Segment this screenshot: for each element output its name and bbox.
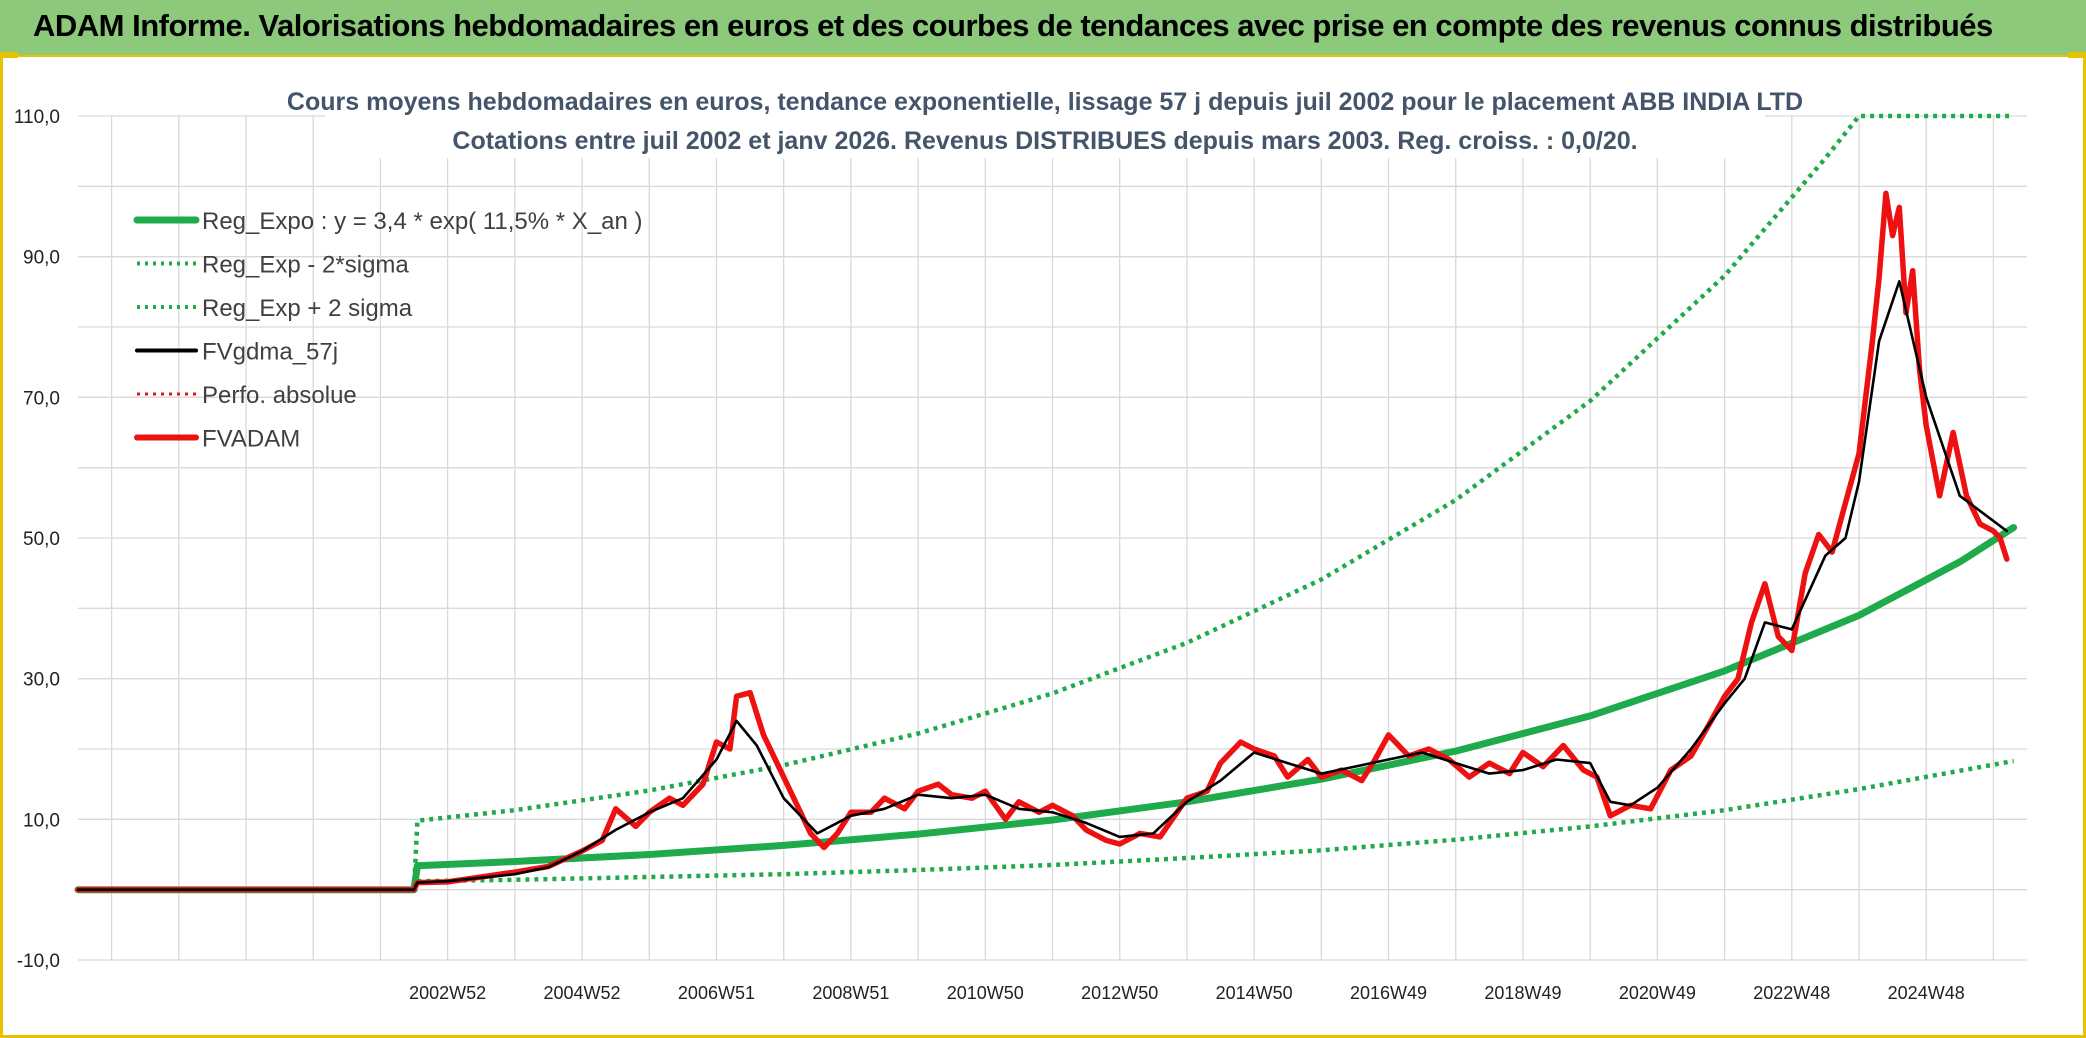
chart-title-line2: Cotations entre juil 2002 et janv 2026. … — [452, 127, 1637, 155]
y-tick-label: 50,0 — [23, 529, 60, 550]
legend-label: Reg_Exp - 2*sigma — [202, 252, 409, 279]
y-tick-label: 10,0 — [23, 810, 60, 831]
x-tick-label: 2012W50 — [1081, 983, 1158, 1003]
x-tick-label: 2004W52 — [544, 983, 621, 1003]
series-line-3 — [76, 279, 2009, 892]
x-tick-label: 2020W49 — [1619, 983, 1696, 1003]
chart-title-line1: Cours moyens hebdomadaires en euros, ten… — [287, 88, 1803, 116]
series-line-5 — [75, 190, 2010, 893]
y-tick-label: 70,0 — [23, 388, 60, 409]
y-tick-label: -10,0 — [17, 951, 60, 972]
series-line-2 — [411, 113, 2014, 890]
x-tick-label: 2022W48 — [1753, 983, 1830, 1003]
legend-label: Perfo. absolue — [202, 382, 357, 409]
legend-label: FVADAM — [202, 426, 300, 453]
legend-label: Reg_Expo : y = 3,4 * exp( 11,5% * X_an ) — [202, 208, 642, 235]
series-line-0 — [74, 524, 2018, 894]
banner: ADAM Informe. Valorisations hebdomadaire… — [0, 0, 2086, 57]
x-tick-label: 2024W48 — [1888, 983, 1965, 1003]
x-tick-label: 2010W50 — [947, 983, 1024, 1003]
x-tick-label: 2014W50 — [1216, 983, 1293, 1003]
axis-ticks: -10,0 10,0 30,0 50,0 70,0 90,0 110,0 2002W52 200… — [14, 107, 1965, 1003]
y-tick-label: 110,0 — [14, 107, 60, 128]
series-layer — [74, 113, 2018, 894]
legend: Reg_Expo : y = 3,4 * exp( 11,5% * X_an )… — [133, 208, 642, 453]
legend-label: Reg_Exp + 2 sigma — [202, 295, 413, 322]
title-backdrop — [325, 84, 1765, 158]
corner-marker-left — [0, 52, 18, 58]
x-tick-label: 2008W51 — [812, 983, 889, 1003]
y-tick-label: 30,0 — [23, 670, 60, 691]
x-tick-label: 2002W52 — [409, 983, 486, 1003]
y-tick-label: 90,0 — [23, 248, 60, 269]
legend-label: FVgdma_57j — [202, 339, 338, 366]
corner-marker-right — [2068, 52, 2086, 58]
x-tick-label: 2016W49 — [1350, 983, 1427, 1003]
grid — [78, 115, 2027, 961]
x-tick-label: 2018W49 — [1484, 983, 1561, 1003]
banner-title: ADAM Informe. Valorisations hebdomadaire… — [33, 8, 1993, 43]
x-tick-label: 2006W51 — [678, 983, 755, 1003]
